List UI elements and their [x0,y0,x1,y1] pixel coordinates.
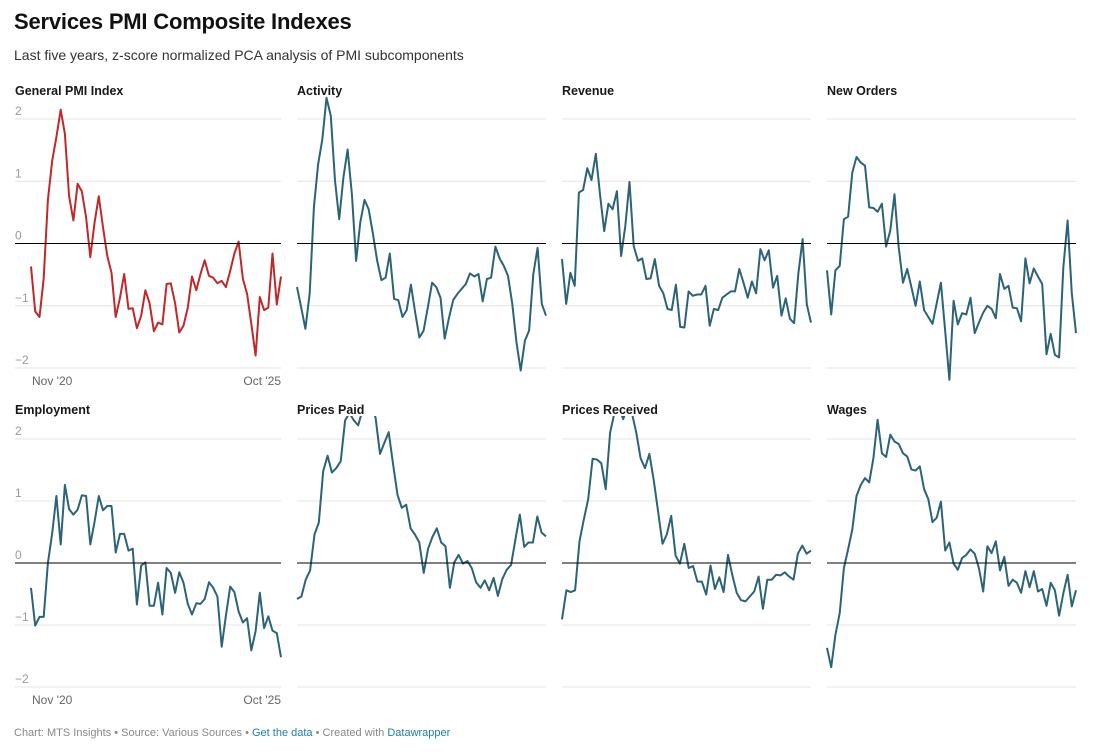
y-tick-label: 0 [15,229,22,243]
panel-title: Wages [827,403,867,417]
separator: • [111,727,122,739]
chart-title: Services PMI Composite Indexes [14,9,352,34]
panel-prices-received [561,416,812,688]
series-line [296,96,547,372]
datawrapper-link[interactable]: Datawrapper [387,727,451,739]
x-tick-label-end: Oct '25 [243,693,281,707]
panel-title: Prices Received [562,403,658,417]
y-tick-label: −2 [15,353,29,367]
panel-general-pmi-index: 2 1 −1 −2 0 Nov '20 Oct '25 [15,104,282,388]
series-line [296,416,547,600]
panel-prices-paid [296,416,547,688]
panel-activity [296,96,547,372]
series-line [30,108,282,357]
y-tick-label: −1 [15,610,29,624]
y-tick-label: −2 [15,672,29,686]
separator: • [312,727,323,739]
x-tick-label-end: Oct '25 [243,374,281,388]
series-line [561,152,812,329]
y-tick-label: 1 [15,166,22,180]
panel-title: Prices Paid [297,403,365,417]
series-line [826,156,1077,381]
panel-title: Revenue [562,84,615,98]
chart-footer: Chart: MTS Insights • Source: Various So… [14,727,450,739]
panel-employment: 2 1 −1 −2 0 Nov '20 Oct '25 [15,424,282,707]
series-line [30,483,282,658]
series-line [561,416,812,620]
chart-subtitle: Last five years, z-score normalized PCA … [14,47,464,63]
panel-title: New Orders [827,84,898,98]
y-tick-label: 1 [15,486,22,500]
get-the-data-link[interactable]: Get the data [252,727,313,739]
source-text: Source: Various Sources [121,727,243,739]
panel-revenue [561,118,812,369]
y-tick-label: 2 [15,104,22,118]
panel-wages [826,418,1077,688]
series-line [826,418,1077,669]
x-tick-label-start: Nov '20 [32,374,73,388]
created-with-text: Created with [322,727,388,739]
chart-credit: Chart: MTS Insights [14,727,112,739]
panel-title: General PMI Index [15,84,124,98]
panel-new-orders [826,118,1077,381]
y-tick-label: −1 [15,291,29,305]
panel-title: Activity [297,84,343,98]
y-tick-label: 0 [15,548,22,562]
panel-title: Employment [15,403,91,417]
x-tick-label-start: Nov '20 [32,693,73,707]
y-tick-label: 2 [15,424,22,438]
separator: • [242,727,252,739]
